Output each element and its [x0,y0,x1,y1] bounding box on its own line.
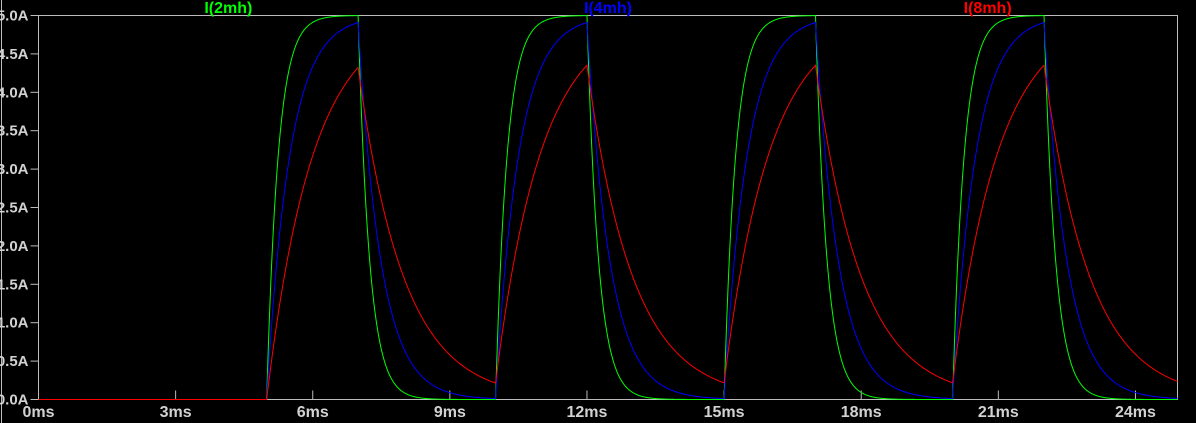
x-axis-tick-label: 21ms [978,404,1019,421]
x-axis-tick-label: 15ms [704,404,745,421]
x-axis-tick-label: 3ms [160,404,192,421]
trace-8mh [38,64,1178,400]
x-axis-tick-label: 0ms [22,404,54,421]
y-axis-tick-label: 0.5A [0,353,29,370]
y-axis-tick-label: 2.0A [0,238,29,255]
x-axis-tick-label: 12ms [567,404,608,421]
y-axis-tick-label: 3.0A [0,161,29,178]
trace-label-2mh[interactable]: I(2mh) [204,0,252,17]
x-axis-tick-label: 24ms [1115,404,1156,421]
trace-4mh [38,21,1178,400]
x-axis-tick-label: 18ms [841,404,882,421]
y-axis-tick-label: 1.0A [0,315,29,332]
x-axis-tick-label: 9ms [434,404,466,421]
y-axis-tick-label: 4.0A [0,84,29,101]
x-axis-tick-label: 6ms [297,404,329,421]
plot-border [38,15,1178,400]
y-axis-tick-label: 5.0A [0,8,29,25]
y-axis-tick-label: 1.5A [0,276,29,293]
trace-label-8mh[interactable]: I(8mh) [964,0,1012,17]
y-axis-tick-label: 2.5A [0,200,29,217]
trace-label-4mh[interactable]: I(4mh) [584,0,632,17]
y-axis-tick-label: 0.0A [0,392,29,409]
y-axis-tick-label: 4.5A [0,46,29,63]
y-axis-tick-label: 3.5A [0,123,29,140]
trace-2mh [38,15,1178,400]
